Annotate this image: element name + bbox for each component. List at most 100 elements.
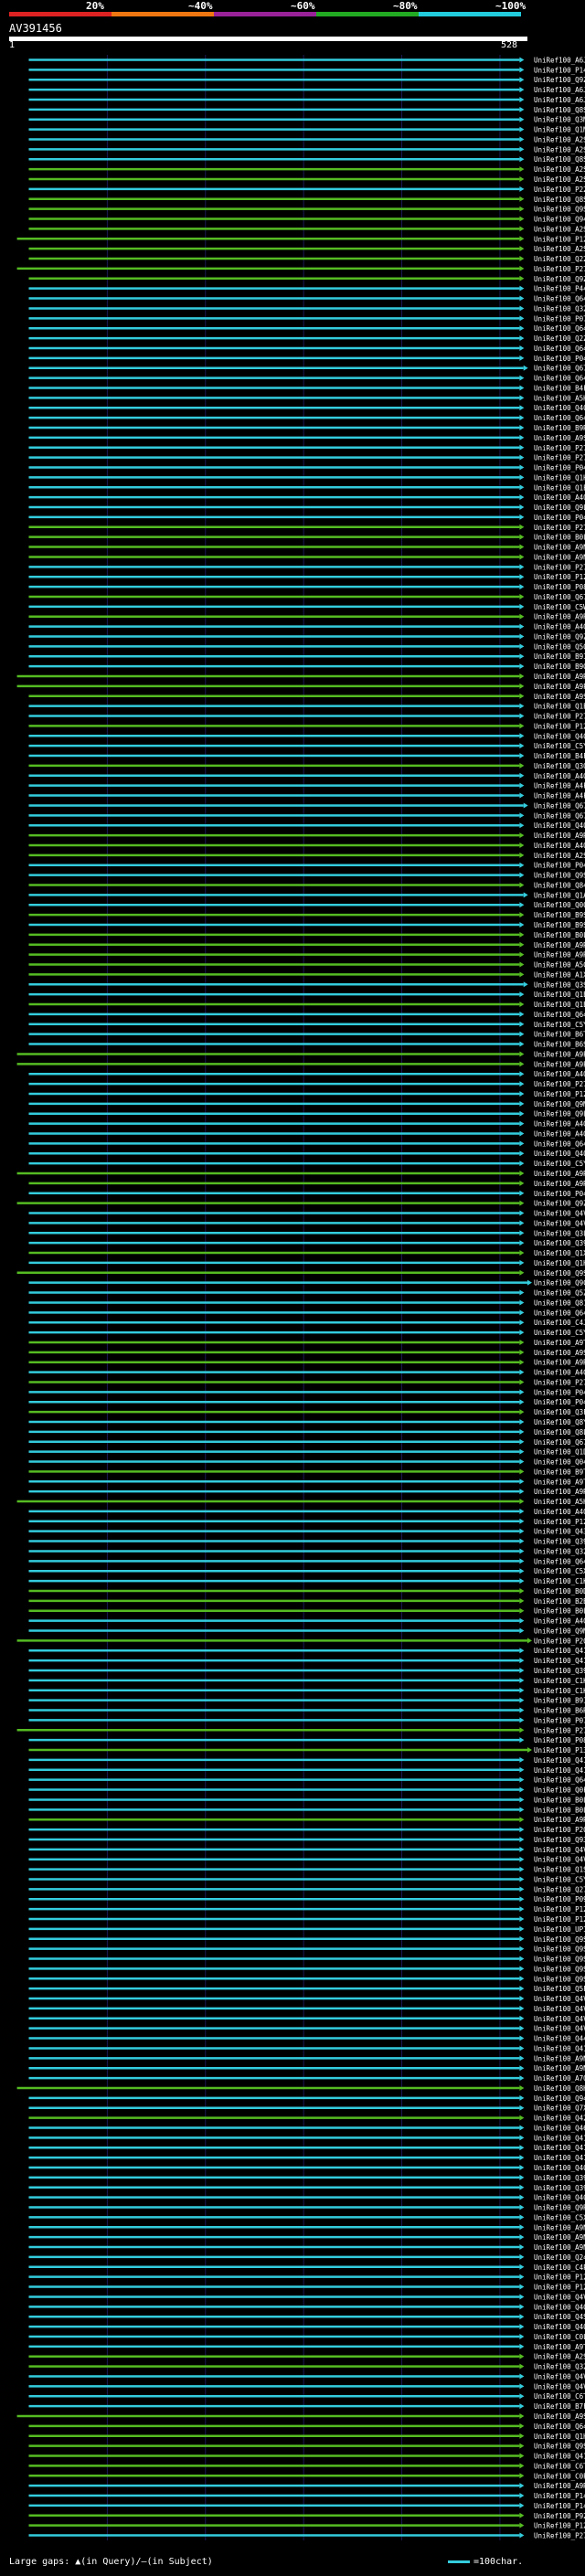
hit-label-130[interactable]: UniRef100_A9S6F4 bbox=[534, 1349, 585, 1357]
hit-label-89[interactable]: UniRef100_A9RJS3 bbox=[534, 941, 585, 949]
hit-label-15[interactable]: UniRef100_Q9SWE0 bbox=[534, 206, 585, 214]
hit-label-116[interactable]: UniRef100_Q4VV56 bbox=[534, 1210, 585, 1218]
hit-label-188[interactable]: UniRef100_UPI000... bbox=[534, 1925, 585, 1934]
hit-label-201[interactable]: UniRef100_A9NLD5 bbox=[534, 2054, 585, 2062]
hit-label-154[interactable]: UniRef100_B0DLF1 bbox=[534, 1587, 585, 1595]
hit-label-126[interactable]: UniRef100_Q64443 bbox=[534, 1309, 585, 1317]
hit-label-26[interactable]: UniRef100_P07369 bbox=[534, 314, 585, 323]
hit-label-237[interactable]: UniRef100_A9S657 bbox=[534, 2412, 585, 2421]
hit-label-78[interactable]: UniRef100_A9RXC2 bbox=[534, 832, 585, 840]
hit-label-34[interactable]: UniRef100_A5HSG6 bbox=[534, 394, 585, 402]
hit-label-224[interactable]: UniRef100_P12329 bbox=[534, 2284, 585, 2292]
hit-label-30[interactable]: UniRef100_P04782 bbox=[534, 355, 585, 363]
hit-label-32[interactable]: UniRef100_Q64448 bbox=[534, 375, 585, 383]
hit-label-245[interactable]: UniRef100_P14279 bbox=[534, 2492, 585, 2500]
hit-label-17[interactable]: UniRef100_A2SY44 bbox=[534, 225, 585, 233]
hit-label-93[interactable]: UniRef100_Q3S942 bbox=[534, 981, 585, 989]
hit-label-96[interactable]: UniRef100_Q64445 bbox=[534, 1011, 585, 1019]
hit-label-80[interactable]: UniRef100_A2SY33 bbox=[534, 852, 585, 860]
hit-label-197[interactable]: UniRef100_Q4VV48 bbox=[534, 2015, 585, 2023]
hit-label-236[interactable]: UniRef100_B7FH25 bbox=[534, 2402, 585, 2411]
hit-label-71[interactable]: UniRef100_Q3Q5Q4 bbox=[534, 762, 585, 770]
hit-label-14[interactable]: UniRef100_Q8S3U0 bbox=[534, 196, 585, 204]
hit-label-135[interactable]: UniRef100_P04777 bbox=[534, 1398, 585, 1406]
hit-label-23[interactable]: UniRef100_P44DFL1 bbox=[534, 285, 585, 293]
hit-label-107[interactable]: UniRef100_A4Q956 bbox=[534, 1120, 585, 1129]
hit-label-139[interactable]: UniRef100_Q67T05 bbox=[534, 1438, 585, 1447]
hit-label-103[interactable]: UniRef100_P27490 bbox=[534, 1080, 585, 1088]
hit-label-104[interactable]: UniRef100_P12331 bbox=[534, 1090, 585, 1098]
hit-label-206[interactable]: UniRef100_Q7XXP5 bbox=[534, 2104, 585, 2113]
hit-label-114[interactable]: UniRef100_P04781 bbox=[534, 1190, 585, 1198]
hit-label-9[interactable]: UniRef100_A2SY47 bbox=[534, 145, 585, 154]
hit-label-113[interactable]: UniRef100_A9R651 bbox=[534, 1180, 585, 1188]
hit-label-240[interactable]: UniRef100_Q9SWE0 bbox=[534, 2443, 585, 2451]
hit-label-24[interactable]: UniRef100_Q64446 bbox=[534, 295, 585, 303]
hit-label-205[interactable]: UniRef100_Q94TM7 bbox=[534, 2094, 585, 2103]
hit-label-208[interactable]: UniRef100_Q461P5 bbox=[534, 2124, 585, 2132]
hit-label-223[interactable]: UniRef100_P12329 bbox=[534, 2274, 585, 2282]
hit-label-242[interactable]: UniRef100_C6TR32 bbox=[534, 2462, 585, 2470]
hit-label-64[interactable]: UniRef100_A9S5K0 bbox=[534, 693, 585, 701]
hit-label-88[interactable]: UniRef100_B0LF77 bbox=[534, 931, 585, 939]
hit-label-29[interactable]: UniRef100_Q64447 bbox=[534, 345, 585, 353]
hit-label-70[interactable]: UniRef100_B4F080 bbox=[534, 752, 585, 760]
hit-label-142[interactable]: UniRef100_B9TDC1 bbox=[534, 1468, 585, 1476]
hit-label-110[interactable]: UniRef100_Q40257 bbox=[534, 1150, 585, 1158]
hit-label-193[interactable]: UniRef100_Q9S7J7 bbox=[534, 1975, 585, 1983]
hit-label-43[interactable]: UniRef100_Q1EP45 bbox=[534, 483, 585, 492]
hit-label-141[interactable]: UniRef100_Q04687 bbox=[534, 1458, 585, 1467]
hit-label-75[interactable]: UniRef100_Q67747 bbox=[534, 801, 585, 810]
hit-label-156[interactable]: UniRef100_B0LB06 bbox=[534, 1607, 585, 1616]
hit-label-121[interactable]: UniRef100_Q1HD0 bbox=[534, 1259, 585, 1267]
hit-label-61[interactable]: UniRef100_B9GS22 bbox=[534, 663, 585, 671]
hit-label-11[interactable]: UniRef100_A2SY35 bbox=[534, 165, 585, 174]
hit-label-244[interactable]: UniRef100_A9R805 bbox=[534, 2482, 585, 2490]
hit-label-35[interactable]: UniRef100_Q40247 bbox=[534, 404, 585, 412]
hit-label-190[interactable]: UniRef100_Q9SF86 bbox=[534, 1945, 585, 1954]
hit-label-55[interactable]: UniRef100_C5WTC1 bbox=[534, 603, 585, 611]
hit-label-209[interactable]: UniRef100_Q41787 bbox=[534, 2134, 585, 2142]
hit-label-178[interactable]: UniRef100_P20866 bbox=[534, 1826, 585, 1834]
hit-label-108[interactable]: UniRef100_A4Q934 bbox=[534, 1129, 585, 1138]
hit-label-46[interactable]: UniRef100_P04783 bbox=[534, 514, 585, 522]
hit-label-47[interactable]: UniRef100_P27495 bbox=[534, 524, 585, 532]
hit-label-216[interactable]: UniRef100_Q9RRG3 bbox=[534, 2204, 585, 2212]
hit-label-77[interactable]: UniRef100_Q40185 bbox=[534, 822, 585, 830]
hit-label-109[interactable]: UniRef100_Q64442 bbox=[534, 1140, 585, 1148]
hit-label-191[interactable]: UniRef100_Q9SFU5 bbox=[534, 1956, 585, 1964]
hit-label-115[interactable]: UniRef100_Q9ZP08 bbox=[534, 1200, 585, 1208]
hit-label-180[interactable]: UniRef100_Q4VV51 bbox=[534, 1846, 585, 1854]
hit-label-97[interactable]: UniRef100_C5Y6T7 bbox=[534, 1021, 585, 1029]
hit-label-12[interactable]: UniRef100_A2SY36 bbox=[534, 175, 585, 184]
hit-label-221[interactable]: UniRef100_Q24401 bbox=[534, 2253, 585, 2262]
hit-label-27[interactable]: UniRef100_Q64450 bbox=[534, 324, 585, 333]
hit-label-131[interactable]: UniRef100_A9RNP2 bbox=[534, 1359, 585, 1367]
hit-label-8[interactable]: UniRef100_A2SY47 bbox=[534, 135, 585, 143]
hit-label-66[interactable]: UniRef100_P27517 bbox=[534, 713, 585, 721]
hit-label-243[interactable]: UniRef100_C0PQV4 bbox=[534, 2472, 585, 2480]
hit-label-189[interactable]: UniRef100_Q9SF87 bbox=[534, 1935, 585, 1944]
hit-label-171[interactable]: UniRef100_Q41823 bbox=[534, 1756, 585, 1765]
hit-label-183[interactable]: UniRef100_C5YNE3 bbox=[534, 1875, 585, 1883]
hit-label-226[interactable]: UniRef100_Q40780 bbox=[534, 2303, 585, 2311]
hit-label-207[interactable]: UniRef100_Q42549 bbox=[534, 2115, 585, 2123]
hit-label-204[interactable]: UniRef100_Q8HKE6 bbox=[534, 2084, 585, 2093]
hit-label-231[interactable]: UniRef100_A2SY34 bbox=[534, 2353, 585, 2361]
hit-label-79[interactable]: UniRef100_A4QPK4 bbox=[534, 842, 585, 850]
hit-label-170[interactable]: UniRef100_P13851 bbox=[534, 1746, 585, 1754]
hit-label-227[interactable]: UniRef100_Q4S7TN bbox=[534, 2313, 585, 2321]
hit-label-249[interactable]: UniRef100_P27810 bbox=[534, 2532, 585, 2540]
hit-label-106[interactable]: UniRef100_Q9LKM9 bbox=[534, 1110, 585, 1118]
hit-label-25[interactable]: UniRef100_Q32669 bbox=[534, 304, 585, 313]
hit-label-199[interactable]: UniRef100_Q44184 bbox=[534, 2035, 585, 2043]
hit-label-132[interactable]: UniRef100_A4QPJ6 bbox=[534, 1369, 585, 1377]
hit-label-36[interactable]: UniRef100_Q64449 bbox=[534, 414, 585, 422]
hit-label-120[interactable]: UniRef100_Q1XUF9 bbox=[534, 1249, 585, 1257]
hit-label-202[interactable]: UniRef100_A9NKI5 bbox=[534, 2064, 585, 2072]
hit-label-247[interactable]: UniRef100_P92930 bbox=[534, 2512, 585, 2520]
hit-label-81[interactable]: UniRef100_P04871 bbox=[534, 862, 585, 870]
hit-label-94[interactable]: UniRef100_Q1EP43 bbox=[534, 991, 585, 999]
hit-label-213[interactable]: UniRef100_Q39831 bbox=[534, 2174, 585, 2182]
hit-label-165[interactable]: UniRef100_B9IAH5 bbox=[534, 1697, 585, 1705]
